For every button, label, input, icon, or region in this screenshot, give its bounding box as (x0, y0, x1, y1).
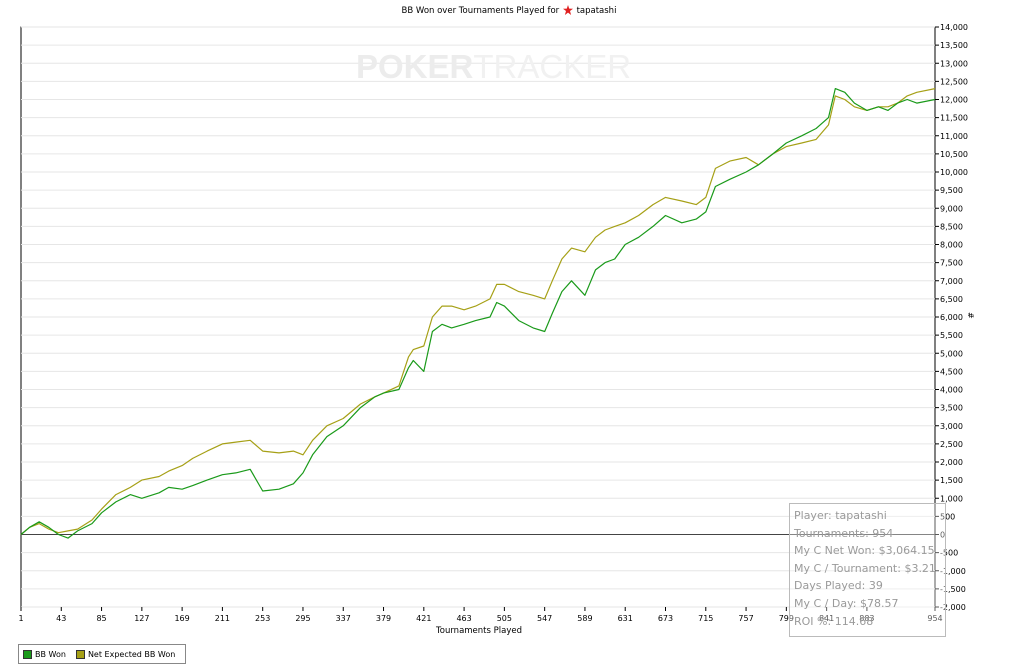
y-tick-label: 12,000 (940, 96, 968, 105)
x-axis-label: Tournaments Played (436, 626, 522, 636)
y-tick-label: 2,500 (940, 440, 963, 449)
y-tick-label: 8,000 (940, 241, 963, 250)
y-tick-label: -2,000 (940, 603, 966, 612)
y-tick-label: 12,500 (940, 77, 968, 86)
x-tick-label: 841 (819, 614, 834, 623)
y-tick-label: 5,000 (940, 349, 963, 358)
stat-tournaments: Tournaments: 954 (794, 526, 894, 540)
x-tick-label: 211 (215, 614, 230, 623)
y-tick-label: 2,000 (940, 458, 963, 467)
y-tick-label: 4,500 (940, 367, 963, 376)
stat-days-played: Days Played: 39 (794, 579, 883, 593)
y-tick-label: 6,000 (940, 313, 963, 322)
watermark-bold: POKER (356, 48, 474, 85)
x-tick-label: 337 (336, 614, 351, 623)
x-tick-label: 463 (456, 614, 471, 623)
y-tick-label: 14,000 (940, 23, 968, 32)
x-tick-label: 715 (698, 614, 713, 623)
y-tick-label: 10,500 (940, 150, 968, 159)
stat-per-tournament: My C / Tournament: $3.21 (794, 561, 936, 575)
y-tick-label: 13,000 (940, 59, 968, 68)
x-tick-label: 169 (174, 614, 189, 623)
y-tick-label: 4,000 (940, 386, 963, 395)
x-tick-label: 799 (779, 614, 794, 623)
y-axis-label: # (966, 312, 975, 319)
x-tick-label: 631 (618, 614, 633, 623)
pokerstars-logo-icon (562, 5, 573, 15)
y-tick-label: 6,500 (940, 295, 963, 304)
series-lines (20, 87, 936, 539)
x-tick-label: 127 (134, 614, 149, 623)
y-tick-label: -1,500 (940, 585, 966, 594)
series-line-1 (20, 88, 936, 535)
y-tick-label: 9,500 (940, 186, 963, 195)
stat-roi: ROI %: 114.68 (794, 614, 874, 628)
stat-player: Player: tapatashi (794, 509, 887, 522)
y-tick-label: 3,000 (940, 422, 963, 431)
x-tick-label: 589 (577, 614, 592, 623)
y-tick-label: 3,500 (940, 404, 963, 413)
grid-lines (21, 26, 935, 608)
pokertracker-watermark: POKERTRACKER (356, 48, 631, 86)
y-tick-label: 13,500 (940, 41, 968, 50)
series-line-0 (20, 87, 936, 539)
x-tick-label: 883 (859, 614, 874, 623)
y-tick-label: -1,000 (940, 567, 966, 576)
x-tick-label: 421 (416, 614, 431, 623)
legend-item-bb-won[interactable]: BB Won (23, 649, 66, 659)
x-tick-label: 379 (376, 614, 391, 623)
y-tick-label: 11,500 (940, 114, 968, 123)
x-tick-label: 505 (497, 614, 512, 623)
y-tick-label: 0 (940, 531, 945, 540)
x-tick-label: 673 (658, 614, 673, 623)
x-tick-label: 253 (255, 614, 270, 623)
stat-per-day: My C / Day: $78.57 (794, 596, 899, 610)
legend-swatch (75, 649, 85, 659)
x-tick-label: 85 (96, 614, 106, 623)
y-tick-label: 1,500 (940, 476, 963, 485)
legend-label: BB Won (35, 649, 66, 659)
x-tick-label: 547 (537, 614, 552, 623)
legend-label: Net Expected BB Won (87, 649, 176, 659)
y-axis: -2,000 -1,500 -1,000 -500 0 500 1,000 1,500 2,00… (935, 23, 968, 612)
x-tick-label: 954 (927, 614, 942, 623)
y-tick-label: 11,000 (940, 132, 968, 141)
y-tick-label: 7,000 (940, 277, 963, 286)
legend-swatch (23, 649, 32, 659)
watermark-light: TRACKER (473, 48, 632, 85)
y-tick-label: 8,500 (940, 222, 963, 231)
chart-title: BB Won over Tournaments Played for tapat… (0, 5, 1018, 16)
legend-item-net-expected[interactable]: Net Expected BB Won (75, 649, 176, 659)
x-tick-label: 757 (738, 614, 753, 623)
y-tick-label: 1,000 (940, 494, 963, 503)
y-tick-label: -500 (940, 549, 958, 558)
title-player: tapatashi (576, 6, 617, 16)
y-tick-label: 500 (940, 512, 955, 521)
x-tick-label: 295 (295, 614, 310, 623)
x-axis: 1 43 85 127 169 211 253 295 337 379 421 463 505 547 58… (18, 607, 943, 623)
chart-legend: BB Won Net Expected BB Won (18, 644, 186, 664)
y-tick-label: 7,500 (940, 259, 963, 268)
stat-net-won: My C Net Won: $3,064.15 (794, 544, 935, 558)
stats-box: Player: tapatashi Tournaments: 954 My C … (789, 503, 946, 637)
x-tick-label: 1 (18, 614, 23, 623)
x-tick-label: 43 (56, 614, 66, 623)
title-prefix: BB Won over Tournaments Played for (401, 6, 560, 16)
y-tick-label: 5,500 (940, 331, 963, 340)
y-tick-label: 10,000 (940, 168, 968, 177)
y-tick-label: 9,000 (940, 204, 963, 213)
